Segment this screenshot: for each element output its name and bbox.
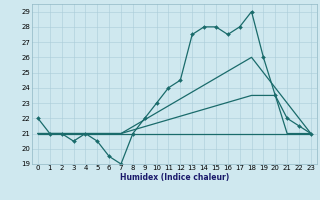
X-axis label: Humidex (Indice chaleur): Humidex (Indice chaleur) bbox=[120, 173, 229, 182]
